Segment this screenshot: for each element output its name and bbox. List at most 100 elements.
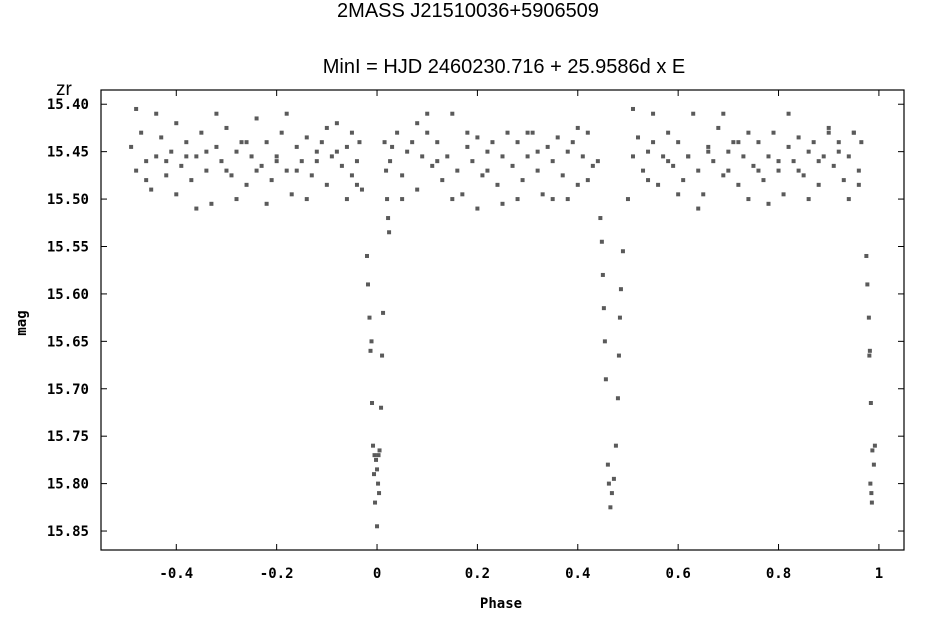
data-point [836, 140, 841, 145]
data-point [869, 491, 874, 496]
data-point [309, 173, 314, 178]
data-point [756, 140, 761, 145]
data-point [455, 168, 460, 173]
data-point [550, 159, 555, 164]
data-point [329, 154, 334, 159]
data-point [324, 125, 329, 130]
data-point [651, 111, 656, 116]
data-point [786, 144, 791, 149]
data-point [314, 149, 319, 154]
data-point [339, 163, 344, 168]
data-point [530, 130, 535, 135]
data-point [450, 197, 455, 202]
data-point [344, 197, 349, 202]
data-point [776, 159, 781, 164]
data-point [372, 472, 377, 477]
data-point [598, 216, 603, 221]
chart-subtitle: MinI = HJD 2460230.716 + 25.9586d x E [323, 56, 685, 78]
data-point [204, 168, 209, 173]
data-point [618, 287, 623, 292]
data-point [696, 206, 701, 211]
data-point [870, 448, 875, 453]
data-point [525, 154, 530, 159]
data-point [676, 140, 681, 145]
data-point [500, 201, 505, 206]
data-point [174, 121, 179, 126]
data-point [495, 182, 500, 187]
x-tick-label: -0.4 [159, 566, 193, 582]
data-point [259, 163, 264, 168]
data-point [736, 140, 741, 145]
data-point [859, 140, 864, 145]
data-point [368, 348, 373, 353]
data-point [395, 130, 400, 135]
data-point [289, 192, 294, 197]
data-point [435, 140, 440, 145]
data-point [608, 505, 613, 510]
data-point [721, 111, 726, 116]
data-point [279, 130, 284, 135]
data-point [381, 310, 386, 315]
data-point [234, 197, 239, 202]
data-point [410, 140, 415, 145]
data-point [375, 467, 380, 472]
data-point [616, 353, 621, 358]
data-point [671, 163, 676, 168]
data-point [666, 159, 671, 164]
x-axis-label: Phase [480, 596, 522, 612]
data-point [605, 462, 610, 467]
data-point [625, 197, 630, 202]
data-point [867, 353, 872, 358]
data-point [606, 481, 611, 486]
data-point [134, 168, 139, 173]
data-point [445, 154, 450, 159]
data-point [475, 206, 480, 211]
data-point [194, 154, 199, 159]
data-point [617, 315, 622, 320]
data-point [500, 154, 505, 159]
y-tick-label: 15.45 [47, 145, 89, 161]
data-point [756, 168, 761, 173]
data-point [601, 306, 606, 311]
data-point [264, 201, 269, 206]
data-point [555, 135, 560, 140]
data-point [254, 168, 259, 173]
data-point [194, 206, 199, 211]
data-point [372, 453, 377, 458]
chart-title: 2MASS J21510036+5906509 [337, 0, 599, 22]
data-point [380, 353, 385, 358]
data-point [706, 144, 711, 149]
y-axis-label: mag [14, 310, 30, 335]
data-point [415, 187, 420, 192]
data-point [169, 149, 174, 154]
data-point [565, 197, 570, 202]
x-tick-label: 0.2 [465, 566, 490, 582]
data-point [375, 524, 380, 529]
data-point [706, 149, 711, 154]
data-point [299, 159, 304, 164]
data-point [376, 453, 381, 458]
data-point [716, 125, 721, 130]
data-point [856, 182, 861, 187]
data-point [515, 140, 520, 145]
data-point [214, 111, 219, 116]
data-point [400, 197, 405, 202]
data-point [811, 140, 816, 145]
data-point [766, 154, 771, 159]
y-axis: 15.40 15.45 15.50 15.55 15.60 15.65 15.70 15.75… [47, 97, 904, 540]
data-point [615, 396, 620, 401]
data-point [349, 130, 354, 135]
y-tick-label: 15.55 [47, 239, 89, 255]
data-point [159, 135, 164, 140]
y-tick-label: 15.65 [47, 334, 89, 350]
data-point [189, 178, 194, 183]
y-tick-label: 15.80 [47, 477, 89, 493]
data-point [570, 140, 575, 145]
data-point [846, 197, 851, 202]
data-point [388, 159, 393, 164]
data-point [550, 197, 555, 202]
data-point [636, 135, 641, 140]
data-point [490, 140, 495, 145]
data-points [129, 106, 877, 529]
